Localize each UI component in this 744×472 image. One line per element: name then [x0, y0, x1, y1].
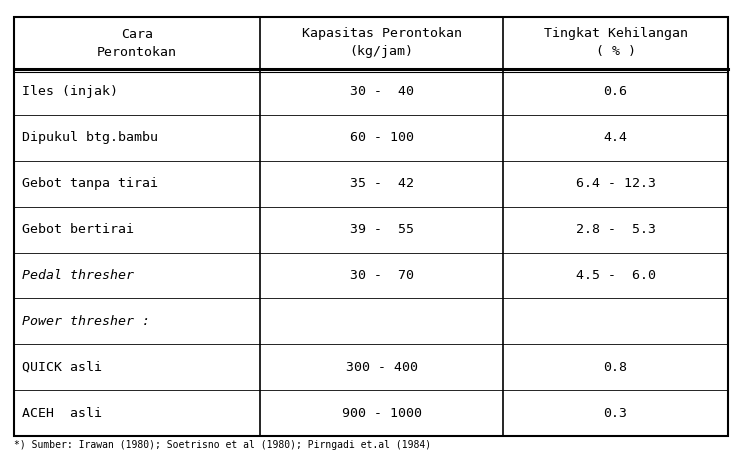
- Text: Power thresher :: Power thresher :: [22, 315, 150, 328]
- Bar: [14, 17, 728, 436]
- Text: 60 - 100: 60 - 100: [350, 131, 414, 144]
- Text: 300 - 400: 300 - 400: [346, 361, 417, 374]
- Text: Kapasitas Perontokan
(kg/jam): Kapasitas Perontokan (kg/jam): [302, 27, 462, 59]
- Text: 0.8: 0.8: [603, 361, 627, 374]
- Text: 39 -  55: 39 - 55: [350, 223, 414, 236]
- Text: 30 -  40: 30 - 40: [350, 85, 414, 99]
- Text: Gebot tanpa tirai: Gebot tanpa tirai: [22, 177, 158, 190]
- Text: 0.6: 0.6: [603, 85, 627, 99]
- Text: 4.5 -  6.0: 4.5 - 6.0: [576, 269, 655, 282]
- Text: 6.4 - 12.3: 6.4 - 12.3: [576, 177, 655, 190]
- Text: 0.3: 0.3: [603, 406, 627, 420]
- Text: Iles (injak): Iles (injak): [22, 85, 118, 99]
- Text: QUICK asli: QUICK asli: [22, 361, 102, 374]
- Text: Pedal thresher: Pedal thresher: [22, 269, 134, 282]
- Text: Cara
Perontokan: Cara Perontokan: [97, 27, 177, 59]
- Text: *) Sumber: Irawan (1980); Soetrisno et al (1980); Pirngadi et.al (1984): *) Sumber: Irawan (1980); Soetrisno et a…: [14, 440, 431, 450]
- Text: 30 -  70: 30 - 70: [350, 269, 414, 282]
- Text: ACEH  asli: ACEH asli: [22, 406, 102, 420]
- Text: 4.4: 4.4: [603, 131, 627, 144]
- Text: 35 -  42: 35 - 42: [350, 177, 414, 190]
- Text: 900 - 1000: 900 - 1000: [341, 406, 422, 420]
- Text: Dipukul btg.bambu: Dipukul btg.bambu: [22, 131, 158, 144]
- Text: Gebot bertirai: Gebot bertirai: [22, 223, 134, 236]
- Text: Tingkat Kehilangan
( % ): Tingkat Kehilangan ( % ): [544, 27, 687, 59]
- Text: 2.8 -  5.3: 2.8 - 5.3: [576, 223, 655, 236]
